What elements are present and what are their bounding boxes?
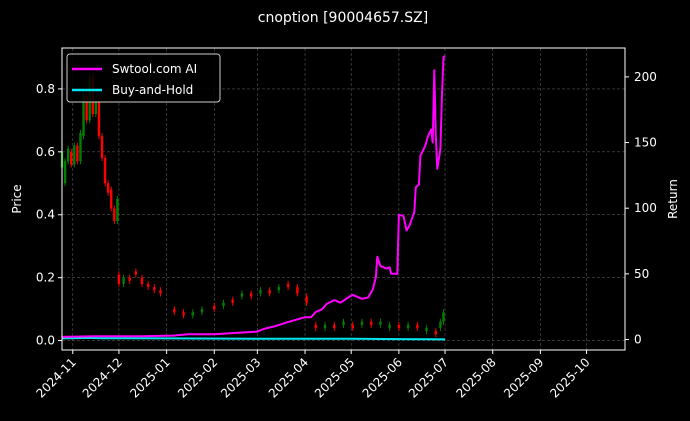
y-left-tick-label: 0.0 [36, 334, 55, 348]
candle [153, 287, 156, 291]
candle [66, 148, 70, 162]
legend: Swtool.com AI Buy-and-Hold [66, 53, 221, 103]
candle [117, 274, 121, 284]
candle [97, 101, 101, 137]
candle [369, 321, 373, 325]
legend-label: Swtool.com AI [112, 62, 197, 76]
candle [286, 283, 290, 288]
candle [342, 321, 345, 325]
candle [110, 189, 113, 209]
candle [442, 312, 445, 322]
candle [213, 305, 216, 310]
candle [434, 331, 437, 335]
candle [259, 290, 262, 294]
candle [134, 271, 138, 275]
y-right-tick-label: 0 [634, 332, 642, 346]
candle [379, 321, 382, 325]
candle [63, 161, 67, 184]
candle [323, 324, 327, 328]
candle [360, 321, 364, 325]
candle [173, 309, 176, 313]
y-right-tick-label: 100 [634, 201, 657, 215]
y-label-right: Return [666, 179, 680, 219]
series-line-buy-and-hold [62, 336, 446, 341]
candle [182, 312, 185, 316]
candle [200, 309, 204, 313]
series-line-strategy [61, 55, 446, 338]
candle [388, 324, 391, 328]
candle [76, 145, 79, 162]
candle [222, 302, 225, 306]
candle [277, 287, 281, 291]
candle [73, 145, 76, 165]
candle [268, 290, 271, 294]
candle [296, 287, 299, 294]
candle [116, 199, 119, 222]
candle [231, 299, 234, 303]
y-right-tick-label: 50 [634, 267, 649, 281]
candle [351, 324, 354, 328]
candle [70, 151, 73, 165]
candle [250, 293, 253, 297]
candle [406, 324, 410, 328]
candle [191, 312, 194, 316]
candle [416, 324, 419, 328]
y-axis-right: 0 50 100 150 200 [625, 70, 657, 346]
y-left-tick-label: 0.6 [36, 145, 55, 159]
candle [85, 95, 88, 121]
candle [82, 95, 85, 137]
legend-box [66, 53, 221, 103]
candle [140, 277, 144, 284]
series-lines [61, 55, 446, 341]
y-axis-left: 0.0 0.2 0.4 0.6 0.8 [36, 82, 62, 348]
chart-title: cnoption [90004657.SZ] [258, 10, 428, 26]
y-right-tick-label: 200 [634, 70, 657, 84]
candle [305, 296, 308, 303]
y-right-tick-label: 150 [634, 136, 657, 150]
candle [128, 277, 131, 281]
candle [314, 324, 318, 328]
y-label-left: Price [10, 184, 24, 213]
candle [106, 183, 110, 193]
legend-label: Buy-and-Hold [112, 83, 193, 97]
candle [425, 327, 428, 332]
candle [333, 324, 336, 328]
candle [240, 293, 244, 297]
y-left-tick-label: 0.2 [36, 271, 55, 285]
candle [103, 158, 107, 184]
candle [439, 321, 442, 328]
candle [79, 132, 82, 162]
candle [146, 283, 150, 288]
candle [159, 290, 162, 294]
y-left-tick-label: 0.4 [36, 208, 55, 222]
candle [94, 101, 98, 115]
candle [122, 277, 125, 284]
candle [397, 324, 401, 328]
candle [113, 208, 116, 222]
y-left-tick-label: 0.8 [36, 82, 55, 96]
plot-frame [61, 47, 626, 351]
candle [100, 136, 104, 159]
